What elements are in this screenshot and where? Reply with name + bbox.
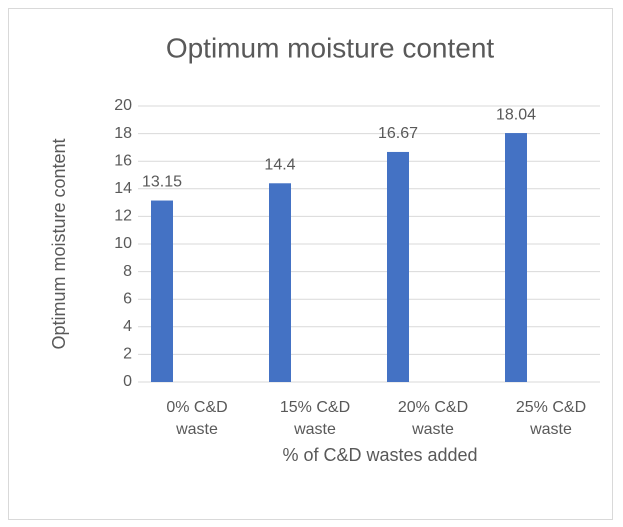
bar [269,183,291,382]
bar [387,151,409,382]
data-label: 16.67 [378,125,418,142]
data-label: 13.15 [142,174,182,191]
bar [505,133,527,382]
x-tick-label: 25% C&D waste [515,399,587,438]
y-tick-label: 18 [114,125,132,142]
y-tick-label: 20 [114,97,132,114]
y-tick-label: 6 [123,290,132,307]
chart-title: Optimum moisture content [166,32,495,63]
bar [151,200,173,382]
x-tick-label: 0% C&D waste [166,399,228,438]
y-tick-label: 12 [114,208,132,225]
data-label: 14.4 [264,156,295,173]
y-tick-label: 10 [114,235,132,252]
x-tick-label: 15% C&D waste [279,399,351,438]
y-tick-label: 2 [123,346,132,363]
data-label: 18.04 [496,106,536,123]
y-tick-label: 0 [123,373,132,390]
y-axis-title: Optimum moisture content [49,138,69,349]
x-tick-label: 20% C&D waste [397,399,469,438]
y-tick-label: 4 [123,318,132,335]
y-tick-label: 14 [114,180,132,197]
y-tick-label: 16 [114,152,132,169]
y-tick-label: 8 [123,263,132,280]
x-axis-title: % of C&D wastes added [282,445,477,465]
